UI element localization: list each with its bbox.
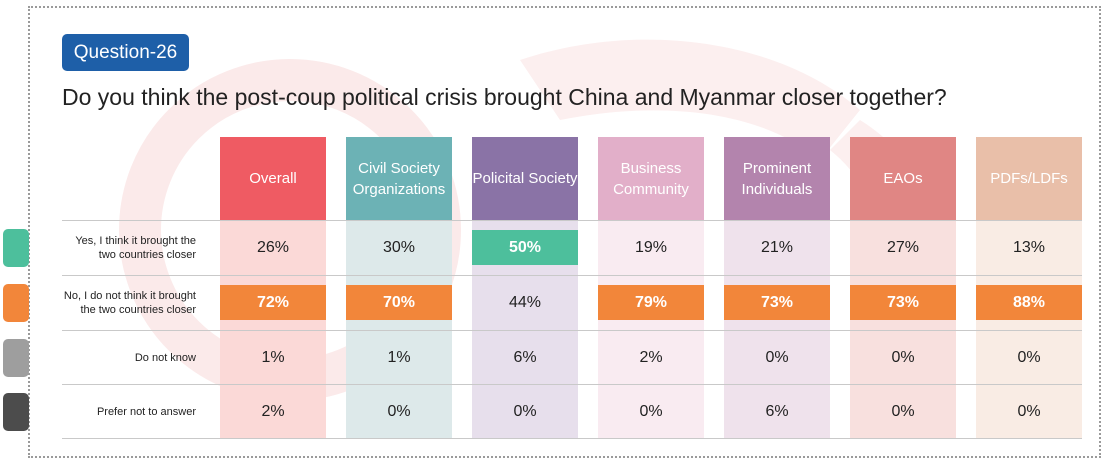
highlight-box — [598, 285, 704, 320]
cell-value: 0% — [639, 402, 663, 420]
legend-swatch — [3, 338, 29, 377]
legend-swatch — [3, 392, 29, 431]
cell-value: 21% — [760, 238, 794, 256]
cell-value: 1% — [261, 348, 285, 366]
cell-value: 19% — [634, 238, 668, 256]
column-header: Overall — [220, 137, 326, 220]
cell-value: 0% — [1017, 402, 1041, 420]
cell-value: 79% — [634, 293, 668, 311]
cell-value: 1% — [387, 348, 411, 366]
cell-value: 30% — [382, 238, 416, 256]
row-divider — [62, 275, 1082, 276]
question-title: Do you think the post-coup political cri… — [62, 84, 947, 110]
figure-frame — [28, 6, 1101, 458]
row-divider — [62, 384, 1082, 385]
column-header-label: Overall — [249, 170, 297, 187]
highlight-box — [346, 285, 452, 320]
cell-value: 0% — [513, 402, 537, 420]
cell-value: 73% — [760, 293, 794, 311]
cell-value: 88% — [1012, 293, 1046, 311]
row-label-text: Do not know — [134, 351, 196, 364]
highlight-box — [850, 285, 956, 320]
column-header-label: PDFs/LDFs — [990, 170, 1068, 187]
row-label: Do not know — [60, 330, 196, 385]
column-header: Civil Society Organizations — [346, 137, 452, 220]
column-header-label: Civil Society Organizations — [352, 159, 446, 198]
cell-value: 0% — [1017, 348, 1041, 366]
column-header: Business Community — [598, 137, 704, 220]
highlight-box — [724, 285, 830, 320]
column-header-label: Prominent Individuals — [741, 159, 813, 198]
row-label: No, I do not think it brought the two co… — [60, 275, 196, 330]
highlight-box — [976, 285, 1082, 320]
row-divider — [62, 330, 1082, 331]
cell-value: 44% — [508, 293, 542, 311]
row-divider — [62, 220, 1082, 221]
cell-value: 0% — [765, 348, 789, 366]
row-label-text: No, I do not think it brought the two co… — [63, 289, 196, 316]
legend-swatch — [3, 228, 29, 267]
column-header: PDFs/LDFs — [976, 137, 1082, 220]
cell-value: 0% — [891, 348, 915, 366]
cell-value: 6% — [765, 402, 789, 420]
column-header-label: Policital Society — [472, 170, 578, 187]
column-header: EAOs — [850, 137, 956, 220]
question-badge: Question-26 — [62, 34, 189, 71]
row-label: Prefer not to answer — [60, 384, 196, 439]
cell-value: 13% — [1012, 238, 1046, 256]
column-header-label: EAOs — [883, 170, 923, 187]
cell-value: 27% — [886, 238, 920, 256]
cell-value: 70% — [382, 293, 416, 311]
cell-value: 26% — [256, 238, 290, 256]
cell-value: 6% — [513, 348, 537, 366]
column-header-label: Business Community — [613, 159, 689, 198]
cell-value: 50% — [508, 238, 542, 256]
row-label-text: Yes, I think it brought the two countrie… — [75, 234, 196, 261]
legend-swatch — [3, 283, 29, 322]
cell-value: 2% — [261, 402, 285, 420]
column-header: Policital Society — [472, 137, 578, 220]
cell-value: 2% — [639, 348, 663, 366]
row-divider — [62, 438, 1082, 439]
cell-value: 0% — [891, 402, 915, 420]
row-label: Yes, I think it brought the two countrie… — [60, 220, 196, 275]
cell-value: 73% — [886, 293, 920, 311]
column-header: Prominent Individuals — [724, 137, 830, 220]
cell-value: 72% — [256, 293, 290, 311]
cell-value: 0% — [387, 402, 411, 420]
highlight-box — [472, 230, 578, 265]
row-label-text: Prefer not to answer — [96, 405, 196, 418]
highlight-box — [220, 285, 326, 320]
